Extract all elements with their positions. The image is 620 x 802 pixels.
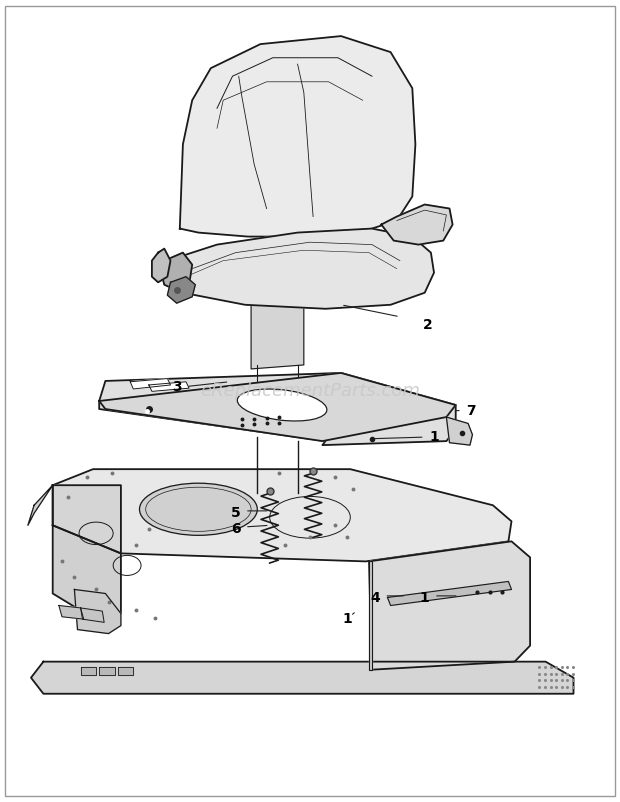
Polygon shape [369,561,372,670]
Text: eReplacementParts.com: eReplacementParts.com [200,383,420,400]
Text: 5: 5 [231,506,241,520]
Polygon shape [446,417,472,445]
Polygon shape [167,277,195,303]
Polygon shape [59,606,84,619]
Polygon shape [149,382,189,391]
Polygon shape [99,373,456,441]
Polygon shape [81,608,104,622]
Text: 6: 6 [231,522,241,537]
Ellipse shape [140,483,257,536]
Polygon shape [164,229,434,309]
Ellipse shape [237,389,327,421]
Polygon shape [118,667,133,675]
Polygon shape [388,581,512,606]
Polygon shape [53,525,121,626]
Polygon shape [99,667,115,675]
Polygon shape [130,379,170,389]
Polygon shape [74,589,121,634]
Polygon shape [31,662,574,694]
Text: 1: 1 [420,591,430,606]
Text: 1: 1 [342,612,352,626]
Text: 2: 2 [423,318,433,332]
Polygon shape [381,205,453,245]
Text: 1: 1 [429,430,439,444]
Polygon shape [180,36,415,237]
Polygon shape [369,541,530,670]
Text: 7: 7 [466,403,476,418]
Text: 4: 4 [370,591,380,606]
Polygon shape [53,469,512,561]
Text: 3: 3 [172,379,182,394]
Polygon shape [53,485,121,553]
Polygon shape [161,253,192,290]
Polygon shape [81,667,96,675]
Polygon shape [152,249,171,282]
Polygon shape [99,373,456,445]
Polygon shape [28,485,53,525]
Polygon shape [251,301,304,369]
